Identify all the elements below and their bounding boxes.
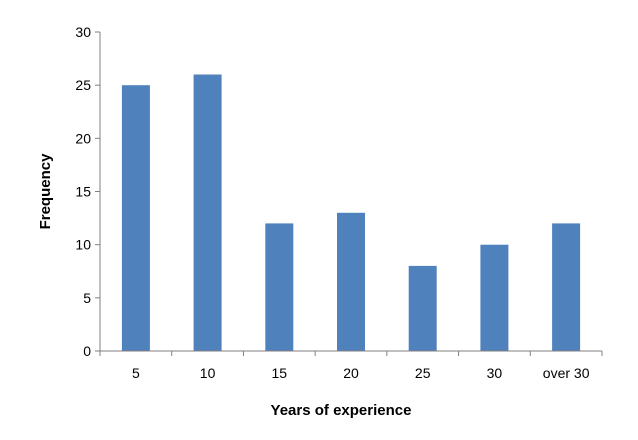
x-tick-label: 10	[200, 365, 216, 381]
bars-group	[121, 74, 581, 351]
x-tick-label: 25	[415, 365, 431, 381]
x-tick-label: 20	[343, 365, 359, 381]
bar-15	[265, 223, 294, 351]
bar-5	[121, 85, 150, 351]
bar-10	[193, 74, 222, 351]
x-tick-label: over 30	[543, 365, 590, 381]
x-axis: 5 10 15 20 25 30 over 30	[99, 350, 603, 381]
bar-30	[480, 244, 509, 351]
x-tick-label: 30	[487, 365, 503, 381]
y-tick-label: 5	[83, 290, 91, 306]
y-tick-label: 10	[75, 237, 91, 253]
x-tick-label: 5	[132, 365, 140, 381]
x-tick-label: 15	[271, 365, 287, 381]
y-axis-title: Frequency	[37, 153, 54, 230]
x-axis-title: Years of experience	[271, 402, 412, 419]
y-tick-label: 25	[75, 77, 91, 93]
bar-over-30	[552, 223, 581, 351]
y-axis: 0 5 10 15 20 25 30	[75, 24, 101, 359]
bar-25	[408, 265, 437, 351]
y-tick-label: 0	[83, 343, 91, 359]
bar-20	[337, 212, 365, 351]
y-tick-label: 30	[75, 24, 91, 40]
y-tick-label: 15	[75, 184, 91, 200]
y-tick-label: 20	[75, 130, 91, 146]
